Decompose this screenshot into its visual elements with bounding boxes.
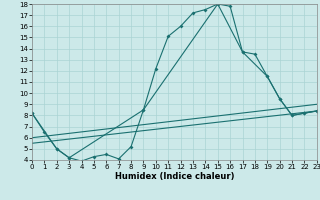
X-axis label: Humidex (Indice chaleur): Humidex (Indice chaleur): [115, 172, 234, 181]
